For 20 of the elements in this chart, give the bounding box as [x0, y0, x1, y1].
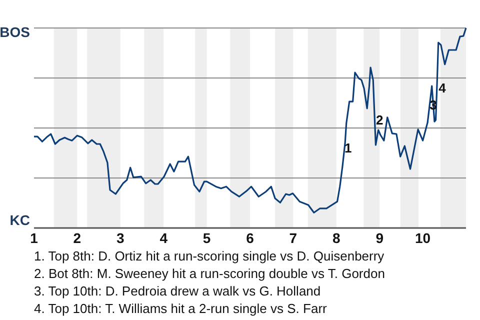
x-tick-label: 10 — [415, 230, 431, 246]
text: 4. Top 10th: T. Williams hit a 2-run single vs S. Farr — [34, 301, 328, 316]
x-tick-label: 4 — [160, 230, 168, 246]
text: 1. Top 8th: D. Ortiz hit a run-scoring single vs D. Quisenberry — [34, 248, 385, 264]
x-tick-label: 8 — [332, 230, 340, 246]
x-tick-label: 9 — [376, 230, 384, 246]
text: BOS — [0, 24, 30, 40]
text: 2. Bot 8th: M. Sweeney hit a run-scoring double vs T. Gordon — [34, 266, 385, 281]
x-tick-label: 5 — [202, 230, 211, 246]
x-tick-label: 2 — [73, 230, 82, 246]
x-tick-label: 1 — [30, 230, 38, 246]
text: 3. Top 10th: D. Pedroia drew a walk vs G. Holland — [34, 284, 321, 298]
annotation: 3 — [430, 98, 437, 112]
annotation: 1 — [344, 140, 352, 156]
x-tick-label: 7 — [289, 230, 298, 246]
x-tick-label: 6 — [246, 230, 254, 246]
annotation: 2 — [376, 112, 384, 128]
annotation: 4 — [438, 80, 447, 96]
text: KC — [10, 212, 30, 228]
x-tick-label: 3 — [116, 230, 124, 246]
